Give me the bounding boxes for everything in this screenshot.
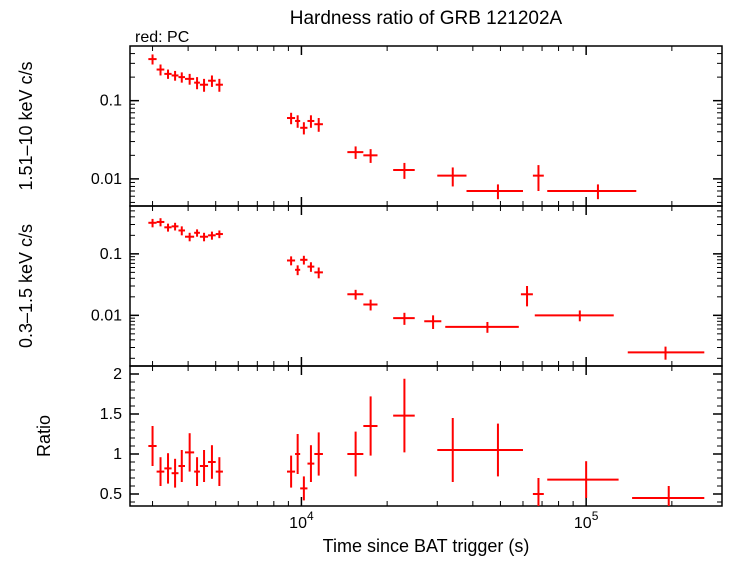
y-axis-label: 0.3–1.5 keV c/s	[16, 224, 36, 348]
y-tick-label: 1.5	[100, 406, 122, 423]
y-axis-label: Ratio	[34, 415, 54, 457]
chart-title: Hardness ratio of GRB 121202A	[290, 8, 563, 29]
legend-label: red: PC	[135, 29, 189, 46]
x-axis-label: Time since BAT trigger (s)	[323, 536, 530, 556]
data-group	[148, 379, 704, 510]
y-tick-label: 0.01	[91, 171, 122, 188]
data-group	[148, 54, 636, 199]
y-tick-label: 0.1	[100, 93, 122, 110]
panel-frame	[130, 206, 722, 366]
chart-container: Hardness ratio of GRB 121202A red: PC Time…	[0, 0, 742, 566]
y-tick-label: 0.01	[91, 307, 122, 324]
x-tick-label: 105	[574, 509, 599, 532]
y-tick-label: 2	[113, 366, 122, 383]
y-tick-label: 0.1	[100, 246, 122, 263]
chart-svg: Hardness ratio of GRB 121202A red: PC Time…	[0, 0, 742, 566]
y-tick-label: 1	[113, 446, 122, 463]
y-axis-label: 1.51–10 keV c/s	[16, 61, 36, 190]
data-group	[148, 218, 704, 359]
y-tick-label: 0.5	[100, 486, 122, 503]
panel-frame	[130, 46, 722, 206]
x-tick-label: 104	[289, 509, 314, 532]
